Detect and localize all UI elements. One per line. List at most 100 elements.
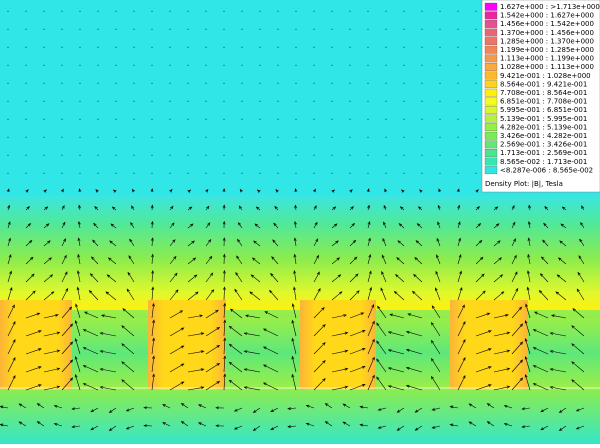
field-arrow xyxy=(205,222,211,229)
field-arrow xyxy=(7,237,11,247)
field-arrow xyxy=(244,314,261,319)
field-arrow xyxy=(555,291,567,301)
field-arrow xyxy=(223,373,227,391)
field-arrow xyxy=(419,189,423,193)
field-arrow xyxy=(430,375,441,391)
field-arrow xyxy=(558,425,567,431)
field-arrow xyxy=(61,221,66,229)
legend-label: 1.627e+000 : >1.713e+000 xyxy=(500,3,600,11)
field-arrow xyxy=(511,341,524,355)
field-arrow xyxy=(331,349,349,355)
field-arrow xyxy=(468,421,477,427)
field-arrow xyxy=(43,291,55,301)
tooth xyxy=(148,300,226,390)
field-arrow xyxy=(376,376,387,391)
legend-swatch xyxy=(484,2,498,11)
field-arrow xyxy=(105,291,117,301)
field-arrow xyxy=(169,188,173,193)
field-arrow xyxy=(549,332,567,337)
field-arrow xyxy=(571,343,585,355)
field-arrow xyxy=(43,206,49,211)
field-arrow xyxy=(169,255,177,265)
field-arrow xyxy=(169,289,179,301)
field-arrow xyxy=(71,407,81,411)
field-arrow xyxy=(526,286,531,301)
field-arrow xyxy=(239,188,243,193)
field-arrow xyxy=(7,221,11,229)
field-arrow xyxy=(380,287,387,301)
slot xyxy=(226,318,300,388)
field-arrow xyxy=(493,349,511,355)
field-arrow xyxy=(578,255,585,265)
legend-label: 1.542e+000 : 1.627e+000 xyxy=(500,12,594,20)
field-arrow xyxy=(53,423,63,427)
field-arrow xyxy=(223,319,227,337)
field-arrow xyxy=(435,287,441,301)
field-arrow xyxy=(527,220,531,229)
field-arrow xyxy=(313,342,326,355)
field-arrow xyxy=(511,205,515,211)
field-arrow xyxy=(271,256,279,265)
field-arrow xyxy=(493,274,504,283)
field-arrow xyxy=(456,188,460,193)
field-arrow xyxy=(376,340,387,355)
field-arrow xyxy=(438,188,442,193)
field-arrow xyxy=(108,407,117,413)
field-arrow xyxy=(349,330,366,337)
legend-label: 4.282e-001 : 5.139e-001 xyxy=(500,123,587,131)
field-arrow xyxy=(205,380,221,391)
field-arrow xyxy=(291,303,297,319)
slot xyxy=(376,318,450,388)
field-arrow xyxy=(430,321,441,337)
field-arrow xyxy=(342,421,351,427)
field-arrow xyxy=(313,288,321,301)
field-arrow xyxy=(457,221,461,229)
field-arrow xyxy=(475,273,485,283)
field-arrow xyxy=(475,290,486,301)
field-arrow xyxy=(305,422,315,427)
field-arrow xyxy=(25,273,35,283)
field-arrow xyxy=(436,237,441,247)
field-arrow xyxy=(521,425,531,429)
field-arrow xyxy=(305,404,315,409)
field-arrow xyxy=(187,257,197,265)
field-arrow xyxy=(475,330,492,337)
field-arrow xyxy=(99,332,117,337)
field-arrow xyxy=(169,345,185,355)
field-arrow xyxy=(169,381,185,391)
field-arrow xyxy=(331,206,337,211)
field-arrow xyxy=(151,302,155,319)
field-arrow xyxy=(270,272,279,283)
field-arrow xyxy=(93,222,99,229)
field-arrow xyxy=(449,405,459,409)
field-arrow xyxy=(493,240,501,247)
field-arrow xyxy=(255,206,261,211)
field-arrow xyxy=(25,312,41,319)
field-arrow xyxy=(43,257,52,265)
legend-label: 1.285e+000 : 1.370e+000 xyxy=(500,37,594,45)
field-arrow xyxy=(331,314,347,319)
field-arrow xyxy=(313,188,316,193)
field-arrow xyxy=(399,206,405,211)
field-arrow xyxy=(43,223,50,229)
vector-field xyxy=(0,10,585,431)
field-arrow xyxy=(571,325,585,337)
field-arrow xyxy=(511,238,516,247)
field-arrow xyxy=(349,189,353,193)
field-arrow xyxy=(162,404,171,409)
field-arrow xyxy=(78,204,82,211)
field-arrow xyxy=(90,425,99,431)
legend-label: 7.708e-001 : 8.564e-001 xyxy=(500,89,587,97)
field-arrow xyxy=(294,188,298,193)
field-arrow xyxy=(36,403,45,409)
field-arrow xyxy=(25,189,29,193)
field-arrow xyxy=(187,223,194,229)
field-arrow xyxy=(313,378,326,391)
back-iron xyxy=(0,390,600,444)
field-arrow xyxy=(291,373,297,391)
field-arrow xyxy=(7,357,16,373)
field-arrow xyxy=(538,289,549,301)
field-arrow xyxy=(222,188,226,193)
field-arrow xyxy=(359,405,369,409)
